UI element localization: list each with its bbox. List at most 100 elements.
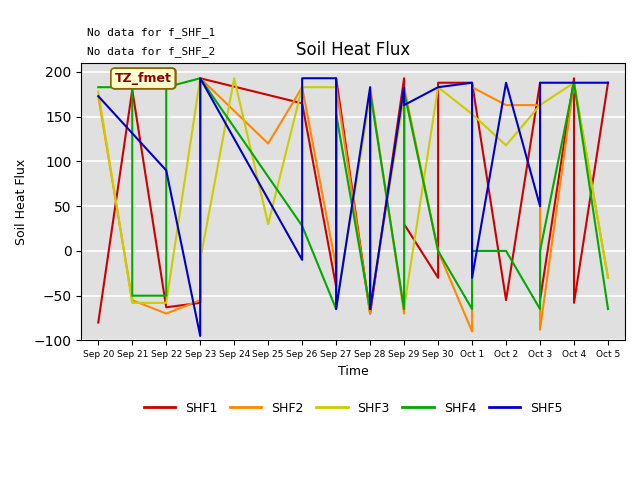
SHF1 bbox=[400, 221, 408, 227]
SHF3 bbox=[163, 300, 170, 306]
SHF4 bbox=[95, 84, 102, 90]
SHF2 bbox=[536, 327, 544, 333]
SHF2 bbox=[435, 248, 442, 254]
SHF1 bbox=[435, 80, 442, 85]
SHF2 bbox=[400, 84, 408, 90]
SHF1 bbox=[298, 100, 306, 106]
SHF2 bbox=[129, 297, 136, 303]
Text: No data for f_SHF_1: No data for f_SHF_1 bbox=[86, 27, 215, 38]
SHF1 bbox=[502, 297, 510, 303]
SHF3 bbox=[604, 275, 612, 281]
SHF1 bbox=[536, 80, 544, 85]
SHF4 bbox=[468, 306, 476, 312]
SHF2 bbox=[332, 264, 340, 270]
SHF1 bbox=[163, 304, 170, 310]
SHF3 bbox=[196, 75, 204, 81]
SHF5 bbox=[298, 75, 306, 81]
SHF2 bbox=[366, 84, 374, 90]
SHF1 bbox=[332, 75, 340, 81]
SHF2 bbox=[196, 297, 204, 303]
SHF2 bbox=[366, 311, 374, 316]
SHF1 bbox=[129, 87, 136, 93]
SHF4 bbox=[536, 306, 544, 312]
SHF5 bbox=[536, 80, 544, 85]
SHF3 bbox=[95, 89, 102, 95]
SHF5 bbox=[298, 257, 306, 263]
SHF4 bbox=[129, 293, 136, 299]
Line: SHF5: SHF5 bbox=[99, 78, 608, 336]
SHF5 bbox=[366, 306, 374, 312]
SHF1 bbox=[570, 300, 578, 306]
SHF1 bbox=[332, 284, 340, 289]
SHF4 bbox=[400, 306, 408, 312]
SHF4 bbox=[163, 84, 170, 90]
SHF1 bbox=[468, 80, 476, 85]
SHF3 bbox=[536, 102, 544, 108]
SHF1 bbox=[435, 275, 442, 281]
SHF4 bbox=[332, 111, 340, 117]
SHF3 bbox=[468, 111, 476, 117]
SHF2 bbox=[95, 93, 102, 99]
SHF4 bbox=[536, 248, 544, 254]
SHF2 bbox=[332, 84, 340, 90]
SHF2 bbox=[502, 102, 510, 108]
SHF3 bbox=[400, 304, 408, 310]
SHF3 bbox=[400, 93, 408, 99]
SHF4 bbox=[435, 248, 442, 254]
Legend: SHF1, SHF2, SHF3, SHF4, SHF5: SHF1, SHF2, SHF3, SHF4, SHF5 bbox=[139, 396, 567, 420]
Line: SHF3: SHF3 bbox=[99, 78, 608, 307]
SHF5 bbox=[400, 102, 408, 108]
SHF2 bbox=[570, 80, 578, 85]
Text: TZ_fmet: TZ_fmet bbox=[115, 72, 172, 85]
SHF2 bbox=[468, 329, 476, 335]
SHF5 bbox=[95, 93, 102, 99]
SHF3 bbox=[332, 304, 340, 310]
SHF5 bbox=[468, 275, 476, 281]
SHF3 bbox=[366, 93, 374, 99]
SHF2 bbox=[163, 311, 170, 316]
SHF5 bbox=[536, 204, 544, 209]
SHF3 bbox=[129, 300, 136, 306]
SHF4 bbox=[570, 80, 578, 85]
SHF2 bbox=[536, 102, 544, 108]
X-axis label: Time: Time bbox=[338, 365, 369, 378]
SHF4 bbox=[400, 89, 408, 95]
SHF1 bbox=[95, 320, 102, 325]
SHF3 bbox=[570, 80, 578, 85]
Line: SHF2: SHF2 bbox=[99, 78, 608, 332]
SHF5 bbox=[332, 75, 340, 81]
SHF1 bbox=[366, 311, 374, 316]
SHF4 bbox=[366, 306, 374, 312]
SHF4 bbox=[298, 223, 306, 229]
SHF4 bbox=[468, 248, 476, 254]
SHF5 bbox=[604, 80, 612, 85]
SHF5 bbox=[366, 84, 374, 90]
SHF3 bbox=[230, 75, 238, 81]
Text: No data for f_SHF_2: No data for f_SHF_2 bbox=[86, 47, 215, 57]
SHF2 bbox=[604, 275, 612, 281]
SHF4 bbox=[366, 89, 374, 95]
SHF5 bbox=[468, 80, 476, 85]
SHF3 bbox=[366, 304, 374, 310]
SHF3 bbox=[502, 143, 510, 148]
SHF2 bbox=[196, 75, 204, 81]
Y-axis label: Soil Heat Flux: Soil Heat Flux bbox=[15, 158, 28, 245]
SHF4 bbox=[502, 248, 510, 254]
SHF3 bbox=[435, 84, 442, 90]
SHF2 bbox=[468, 84, 476, 90]
SHF5 bbox=[332, 306, 340, 312]
SHF5 bbox=[400, 84, 408, 90]
SHF2 bbox=[264, 141, 272, 146]
SHF2 bbox=[400, 311, 408, 316]
SHF4 bbox=[604, 306, 612, 312]
SHF1 bbox=[536, 297, 544, 303]
SHF1 bbox=[400, 75, 408, 81]
Line: SHF1: SHF1 bbox=[99, 78, 608, 323]
SHF3 bbox=[264, 221, 272, 227]
SHF1 bbox=[570, 75, 578, 81]
SHF4 bbox=[332, 306, 340, 312]
SHF3 bbox=[332, 84, 340, 90]
SHF3 bbox=[196, 257, 204, 263]
SHF5 bbox=[570, 80, 578, 85]
SHF4 bbox=[163, 293, 170, 299]
